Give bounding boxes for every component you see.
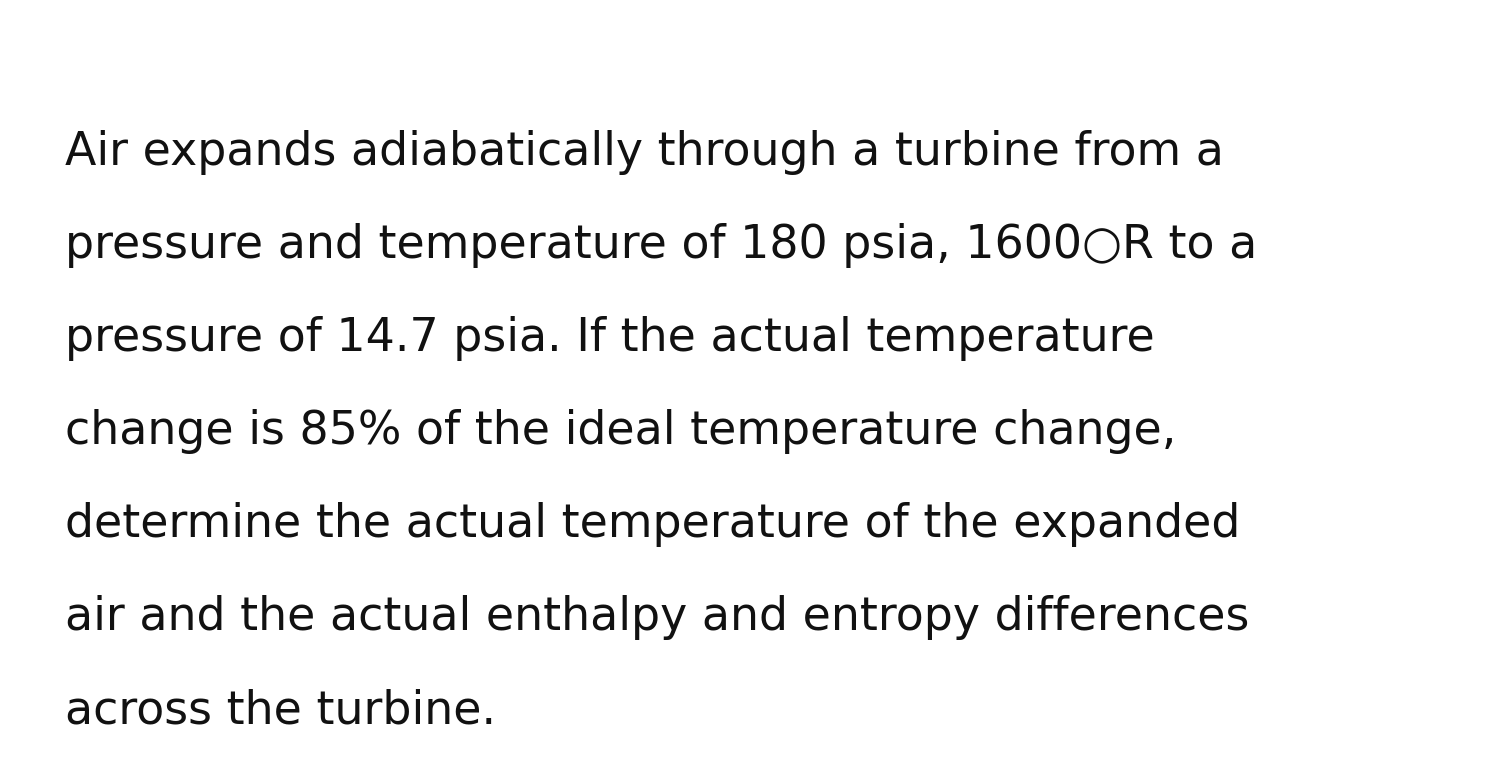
Text: determine the actual temperature of the expanded: determine the actual temperature of the … [64, 502, 1240, 547]
Text: pressure of 14.7 psia. If the actual temperature: pressure of 14.7 psia. If the actual tem… [64, 316, 1155, 361]
Text: across the turbine.: across the turbine. [64, 688, 497, 733]
Text: pressure and temperature of 180 psia, 1600○R to a: pressure and temperature of 180 psia, 16… [64, 223, 1257, 268]
Text: change is 85% of the ideal temperature change,: change is 85% of the ideal temperature c… [64, 409, 1176, 454]
Text: air and the actual enthalpy and entropy differences: air and the actual enthalpy and entropy … [64, 595, 1250, 640]
Text: Air expands adiabatically through a turbine from a: Air expands adiabatically through a turb… [64, 130, 1224, 175]
